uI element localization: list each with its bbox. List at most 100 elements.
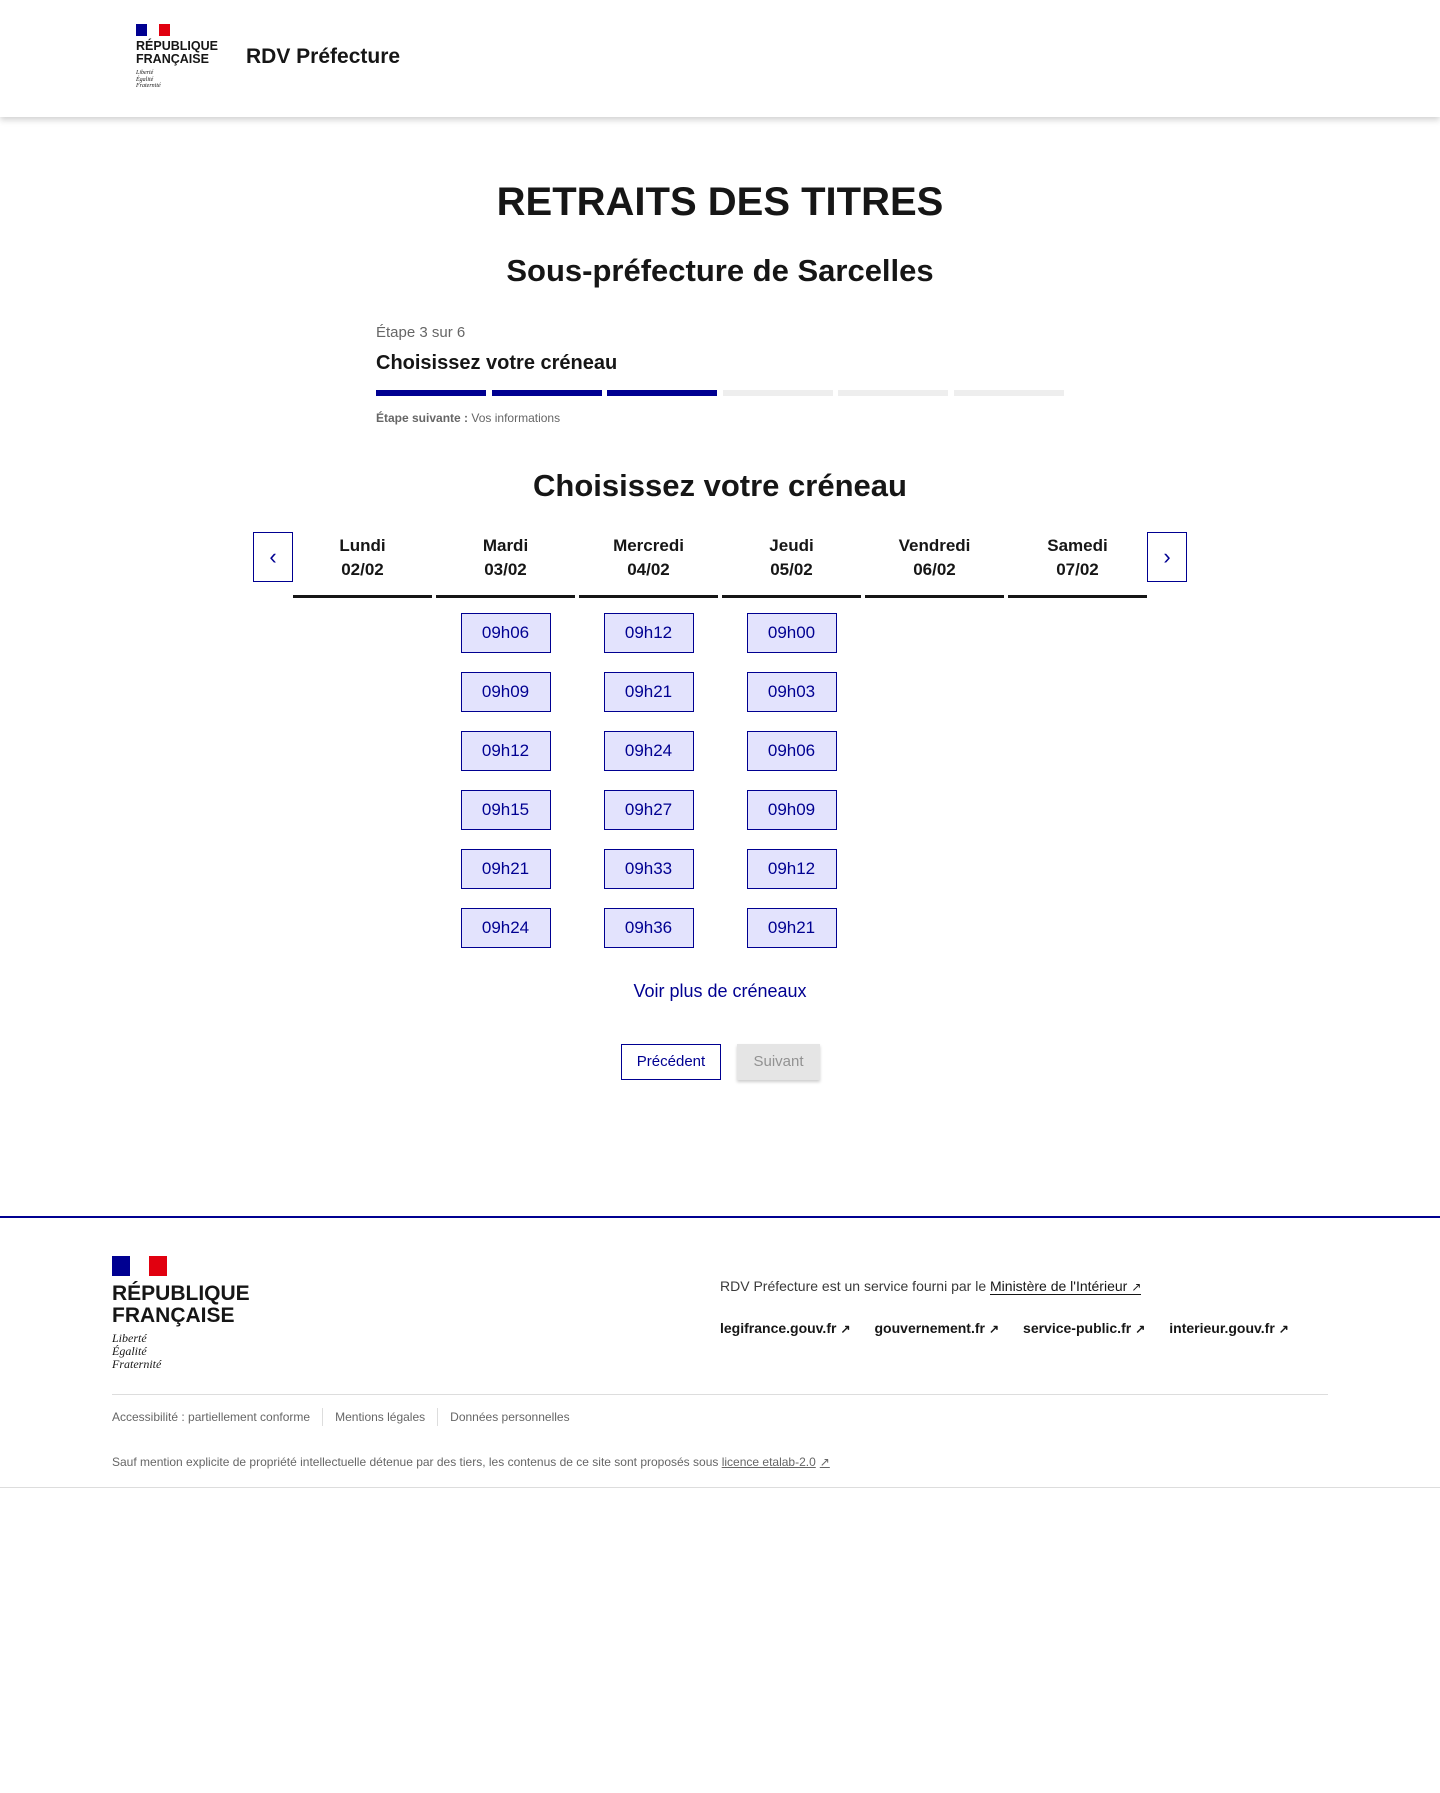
day-header: Jeudi 05/02	[722, 532, 861, 598]
republique-francaise-logo[interactable]: RÉPUBLIQUE FRANÇAISE Liberté Égalité Frater…	[136, 24, 218, 90]
time-slot-button[interactable]: 09h33	[603, 849, 694, 889]
footer-link[interactable]: gouvernement.fr ↗	[875, 1320, 1000, 1336]
day-date: 06/02	[913, 560, 956, 579]
time-slot-button[interactable]: 09h24	[603, 731, 694, 771]
day-name: Mardi	[482, 536, 529, 555]
motto: Fraternité	[112, 1357, 162, 1372]
footer-link[interactable]: service-public.fr ↗	[1023, 1320, 1145, 1336]
motto: Liberté	[112, 1331, 147, 1346]
day-date: 07/02	[1056, 560, 1099, 579]
ministry-link-text: Ministère de l'Intérieur	[990, 1278, 1128, 1294]
footer-link[interactable]: interieur.gouv.fr ↗	[1169, 1320, 1289, 1336]
license-notice: Sauf mention explicite de propriété inte…	[112, 1455, 830, 1469]
day-header: Samedi 07/02	[1008, 532, 1147, 598]
motto: Égalité	[136, 76, 154, 83]
day-column: Vendredi 06/02	[865, 532, 1004, 598]
external-link-icon: ↗	[1131, 1280, 1142, 1294]
time-slot-button[interactable]: 09h06	[746, 731, 837, 771]
footer-bottom-link[interactable]: Accessibilité : partiellement conforme	[112, 1410, 311, 1424]
site-header: RÉPUBLIQUE FRANÇAISE Liberté Égalité Frater…	[0, 0, 1440, 117]
calendar-heading: Choisissez votre créneau	[533, 468, 907, 503]
next-button[interactable]: Suivant	[737, 1044, 820, 1080]
step-label: Étape 3 sur 6	[376, 324, 466, 341]
footer-bottom-link[interactable]: Mentions légales	[322, 1408, 437, 1426]
license-link-text: licence etalab-2.0	[721, 1455, 816, 1469]
time-slot-button[interactable]: 09h06	[460, 613, 551, 653]
footer-description: RDV Préfecture est un service fourni par…	[720, 1278, 1142, 1295]
motto: Fraternité	[136, 83, 161, 90]
step-segment	[607, 390, 718, 396]
day-date: 03/02	[484, 560, 527, 579]
divider	[0, 1487, 1440, 1488]
ministry-link[interactable]: Ministère de l'Intérieur ↗	[990, 1278, 1142, 1295]
day-column: Samedi 07/02	[1008, 532, 1147, 598]
time-slot-button[interactable]: 09h09	[746, 790, 837, 830]
day-header: Vendredi 06/02	[865, 532, 1004, 598]
external-link-icon: ↗	[1278, 1322, 1289, 1336]
footer-link-text: legifrance.gouv.fr	[720, 1320, 837, 1336]
footer-link-text: service-public.fr	[1023, 1320, 1132, 1336]
footer-logo[interactable]: RÉPUBLIQUE FRANÇAISE Liberté Égalité Frater…	[112, 1256, 250, 1372]
day-column: Lundi 02/02	[293, 532, 432, 598]
time-slot-button[interactable]: 09h21	[746, 908, 837, 948]
service-name[interactable]: RDV Préfecture	[246, 45, 401, 68]
next-step-label: Étape suivante :	[376, 411, 469, 425]
next-step-value: Vos informations	[471, 411, 561, 425]
day-name: Jeudi	[769, 536, 814, 555]
footer-link-text: gouvernement.fr	[874, 1320, 985, 1336]
step-segment	[838, 390, 949, 396]
day-header: Lundi 02/02	[293, 532, 432, 598]
day-column: Mercredi 04/02 09h12 09h21 09h24 09h27 09h33 09…	[579, 532, 718, 948]
external-link-icon: ↗	[819, 1455, 830, 1469]
chevron-right-icon: ›	[1163, 544, 1171, 569]
logo-line1: RÉPUBLIQUE	[112, 1282, 250, 1305]
step-segment	[722, 390, 833, 396]
footer-bottom-link[interactable]: Données personnelles	[437, 1408, 581, 1426]
logo-line2: FRANÇAISE	[136, 52, 209, 67]
day-header: Mercredi 04/02	[579, 532, 718, 598]
logo-line2: FRANÇAISE	[112, 1304, 235, 1328]
step-title: Choisissez votre créneau	[376, 352, 618, 374]
time-slot-button[interactable]: 09h27	[603, 790, 694, 830]
time-slot-button[interactable]: 09h03	[746, 672, 837, 712]
time-slot-button[interactable]: 09h21	[603, 672, 694, 712]
day-header: Mardi 03/02	[436, 532, 575, 598]
logo-line1: RÉPUBLIQUE	[136, 39, 218, 53]
next-step: Étape suivante : Vos informations	[376, 411, 560, 425]
more-slots-link[interactable]: Voir plus de créneaux	[633, 981, 807, 1001]
chevron-left-icon: ‹	[269, 544, 277, 569]
time-slot-button[interactable]: 09h36	[603, 908, 694, 948]
page-subtitle: Sous-préfecture de Sarcelles	[506, 253, 934, 288]
day-date: 02/02	[341, 560, 384, 579]
description-text: RDV Préfecture est un service fourni par…	[720, 1278, 991, 1294]
license-link[interactable]: licence etalab-2.0 ↗	[722, 1455, 830, 1469]
page-title: RETRAITS DES TITRES	[496, 180, 944, 224]
time-slot-button[interactable]: 09h12	[603, 613, 694, 653]
time-slot-button[interactable]: 09h24	[460, 908, 551, 948]
step-segment	[954, 390, 1064, 396]
previous-week-button[interactable]: ‹	[253, 532, 293, 582]
motto: Liberté	[136, 70, 154, 77]
footer-bottom-links: Accessibilité : partiellement conforme Me…	[112, 1408, 582, 1426]
previous-button[interactable]: Précédent	[621, 1044, 721, 1080]
divider	[112, 1394, 1328, 1395]
time-slot-button[interactable]: 09h21	[460, 849, 551, 889]
step-segment	[376, 390, 486, 396]
motto: Égalité	[112, 1344, 147, 1359]
time-slot-button[interactable]: 09h12	[746, 849, 837, 889]
time-slot-button[interactable]: 09h00	[746, 613, 837, 653]
day-date: 04/02	[627, 560, 670, 579]
external-link-icon: ↗	[840, 1322, 851, 1336]
day-date: 05/02	[770, 560, 813, 579]
day-column: Mardi 03/02 09h06 09h09 09h12 09h15 09h21 09h24	[436, 532, 575, 948]
footer-links: legifrance.gouv.fr ↗ gouvernement.fr ↗ servi…	[720, 1320, 1289, 1336]
next-week-button[interactable]: ›	[1147, 532, 1187, 582]
flag-icon	[136, 24, 170, 36]
day-name: Vendredi	[898, 536, 971, 555]
day-name: Mercredi	[613, 536, 684, 555]
time-slot-button[interactable]: 09h15	[460, 790, 551, 830]
day-name: Samedi	[1047, 536, 1108, 555]
time-slot-button[interactable]: 09h12	[460, 731, 551, 771]
footer-link[interactable]: legifrance.gouv.fr ↗	[720, 1320, 851, 1336]
time-slot-button[interactable]: 09h09	[460, 672, 551, 712]
